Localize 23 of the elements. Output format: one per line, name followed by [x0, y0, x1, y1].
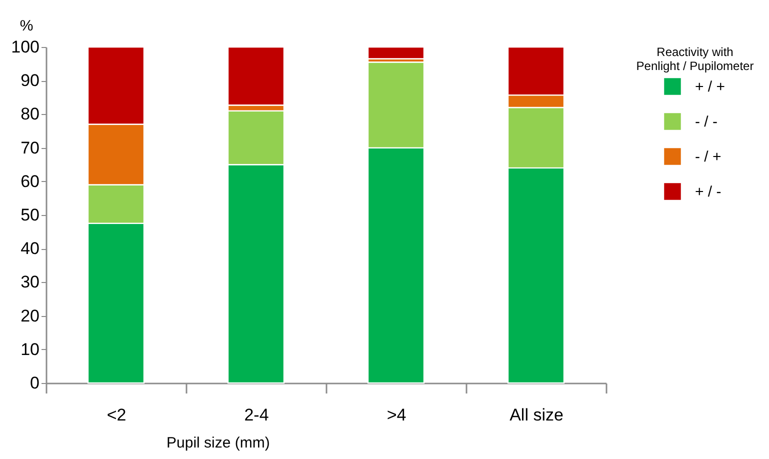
y-tick-label: 100	[11, 38, 40, 56]
y-axis-title: %	[20, 18, 34, 34]
y-tick-label: 0	[30, 374, 40, 392]
y-tick-label: 70	[20, 138, 40, 158]
legend-label: - / +	[695, 148, 722, 166]
legend-label: + / +	[695, 78, 726, 96]
y-tick-label: 30	[20, 272, 40, 292]
y-tick-label: 50	[20, 206, 40, 224]
x-tick-label: All size	[510, 406, 564, 424]
y-tick-label: 20	[20, 306, 40, 326]
y-tick-label: 60	[20, 172, 40, 191]
y-tick-label: 90	[20, 71, 40, 90]
legend-title: Reactivity with Penlight / Pupilometer	[636, 45, 754, 73]
legend-label: + / -	[695, 184, 722, 200]
x-tick-label: >4	[386, 406, 406, 424]
x-tick-label: <2	[106, 406, 126, 424]
y-tick-label: 10	[20, 340, 40, 359]
x-axis-title: Pupil size (mm)	[166, 434, 270, 452]
x-tick-label: 2-4	[244, 406, 269, 424]
y-tick-label: 80	[20, 104, 40, 124]
y-tick-label: 40	[20, 239, 40, 258]
bar	[367, 46, 425, 60]
legend-label: - / -	[695, 114, 718, 130]
